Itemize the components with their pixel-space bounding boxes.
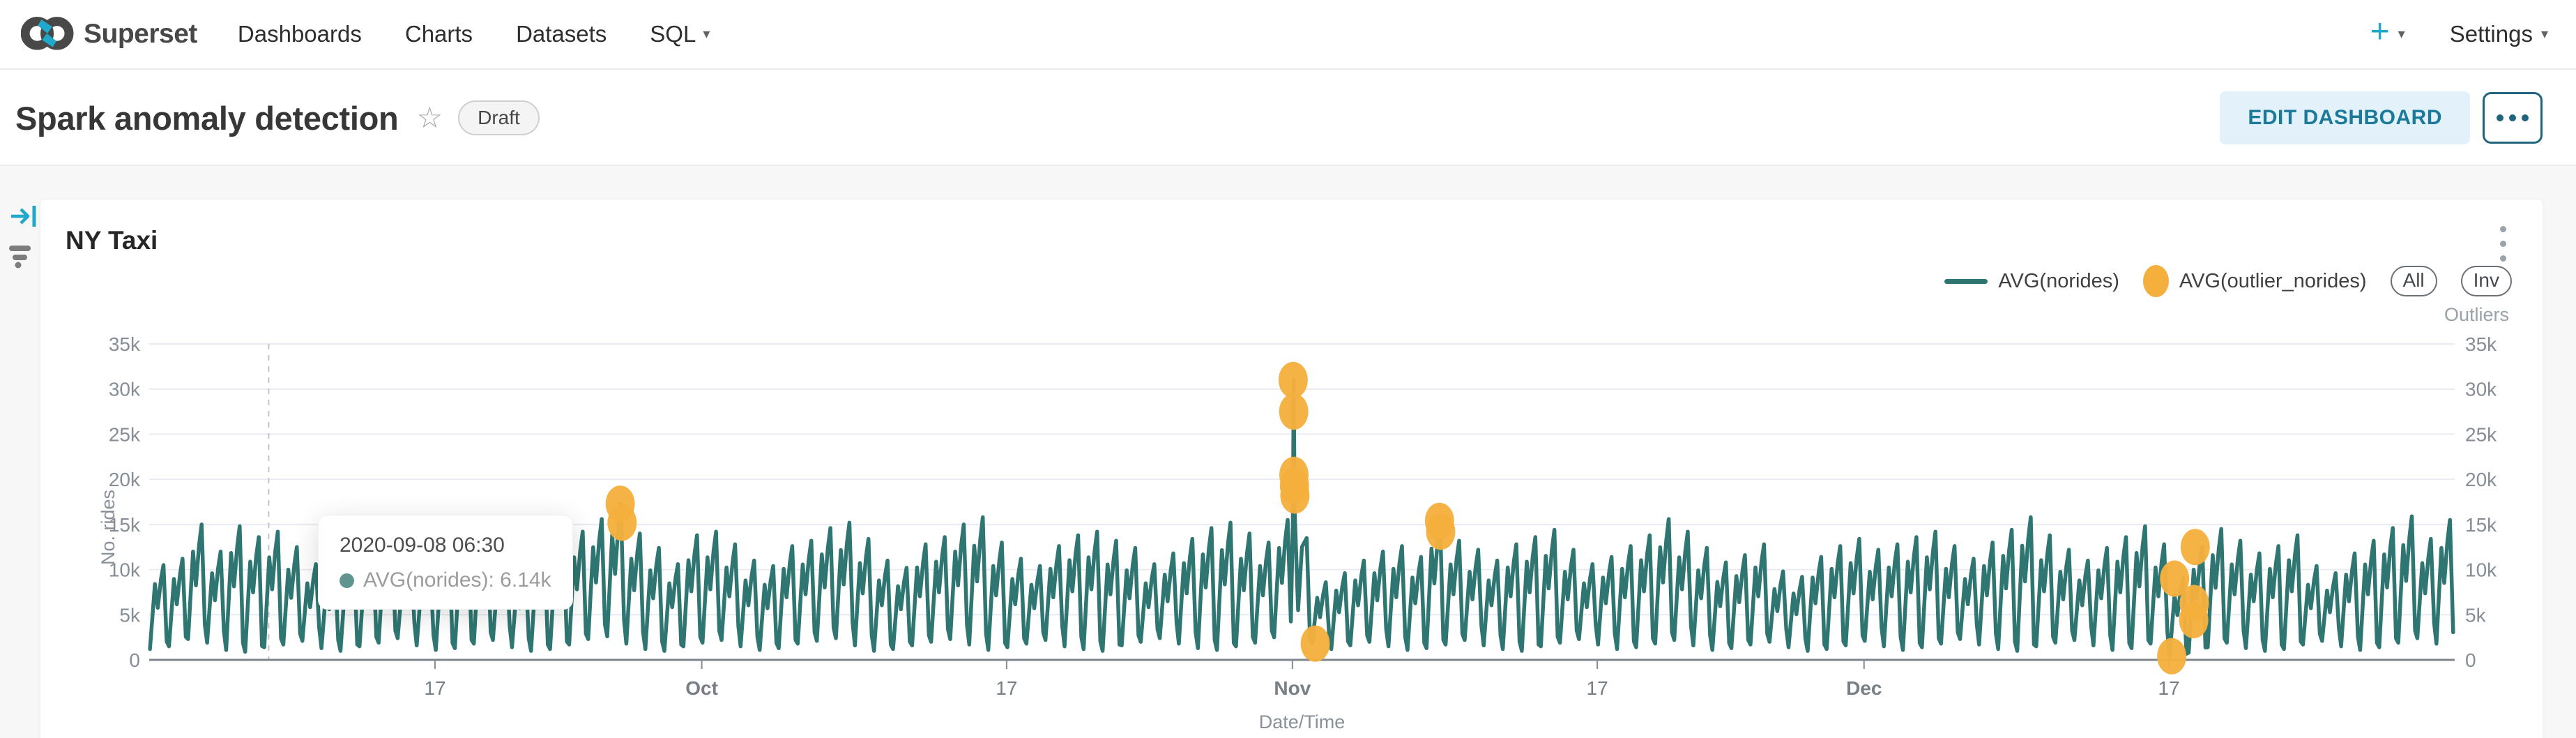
svg-text:15k: 15k	[109, 514, 141, 536]
nav-item-dashboards[interactable]: Dashboards	[237, 21, 362, 47]
svg-text:10k: 10k	[2465, 559, 2497, 581]
svg-text:Nov: Nov	[1274, 677, 1311, 699]
chart-card: NY Taxi AVG(norides) AVG(outlier_norides…	[40, 199, 2543, 738]
legend-item-norides[interactable]: AVG(norides)	[1944, 270, 2119, 293]
expand-filter-bar-icon[interactable]	[8, 201, 39, 235]
plus-icon: +	[2370, 13, 2390, 50]
svg-text:5k: 5k	[119, 604, 141, 626]
superset-logo[interactable]: Superset	[20, 11, 197, 58]
svg-text:Oct: Oct	[685, 677, 718, 699]
svg-text:Date/Time: Date/Time	[1259, 711, 1346, 732]
svg-text:17: 17	[1587, 677, 1608, 699]
svg-text:25k: 25k	[2465, 423, 2497, 445]
nav-item-charts[interactable]: Charts	[404, 21, 473, 47]
tooltip-timestamp: 2020-09-08 06:30	[340, 534, 505, 557]
legend-item-outlier-norides[interactable]: AVG(outlier_norides)	[2142, 265, 2367, 297]
header-actions: EDIT DASHBOARD	[2220, 91, 2543, 144]
filter-icon[interactable]	[7, 243, 35, 273]
svg-text:17: 17	[424, 677, 445, 699]
svg-text:5k: 5k	[2465, 604, 2487, 626]
settings-label: Settings	[2449, 21, 2533, 47]
svg-text:25k: 25k	[109, 423, 141, 445]
new-item-button[interactable]: + ▾	[2370, 13, 2405, 51]
superset-infinity-icon	[20, 11, 74, 58]
chevron-down-icon: ▾	[2540, 26, 2548, 42]
legend-inv-button[interactable]: Inv	[2460, 266, 2512, 296]
chart-tooltip: 2020-09-08 06:30 AVG(norides): 6.14k	[318, 515, 573, 610]
chart-title: NY Taxi	[66, 226, 158, 255]
svg-text:20k: 20k	[109, 469, 141, 490]
top-nav: Superset Dashboards Charts Datasets SQL …	[0, 0, 2576, 70]
svg-text:35k: 35k	[109, 333, 141, 355]
svg-text:35k: 35k	[2465, 333, 2497, 355]
outliers-label: Outliers	[2444, 304, 2509, 325]
nav-item-datasets[interactable]: Datasets	[516, 21, 607, 47]
series-dot-icon	[340, 573, 354, 588]
svg-text:Dec: Dec	[1846, 677, 1882, 699]
tooltip-series-line: AVG(norides): 6.14k	[340, 568, 551, 592]
svg-text:30k: 30k	[2465, 379, 2497, 400]
ellipsis-icon	[2522, 114, 2529, 121]
draft-badge: Draft	[458, 100, 540, 135]
chart-options-kebab-icon[interactable]	[2496, 222, 2510, 266]
chevron-down-icon: ▾	[703, 26, 710, 42]
edit-dashboard-button[interactable]: EDIT DASHBOARD	[2220, 91, 2470, 144]
dot-swatch-icon	[2142, 265, 2169, 297]
svg-text:10k: 10k	[109, 559, 141, 581]
brand-name: Superset	[84, 19, 197, 49]
chevron-down-icon: ▾	[2398, 26, 2405, 42]
svg-text:30k: 30k	[109, 379, 141, 400]
favorite-star-icon[interactable]: ☆	[416, 101, 443, 134]
nav-right: + ▾ Settings ▾	[2370, 13, 2555, 51]
svg-text:20k: 20k	[2465, 469, 2497, 490]
svg-text:0: 0	[2465, 649, 2476, 671]
svg-text:No. rides: No. rides	[98, 490, 119, 565]
page-title: Spark anomaly detection	[15, 99, 399, 137]
nav-links: Dashboards Charts Datasets SQL ▾	[238, 21, 710, 47]
legend-label: AVG(outlier_norides)	[2179, 269, 2367, 292]
more-options-button[interactable]	[2483, 92, 2543, 144]
chart-legend: AVG(norides) AVG(outlier_norides) All In…	[1944, 265, 2512, 297]
tooltip-value: AVG(norides): 6.14k	[363, 568, 551, 592]
svg-text:17: 17	[2158, 677, 2179, 699]
legend-label: AVG(norides)	[1998, 269, 2119, 292]
ellipsis-icon	[2497, 114, 2503, 121]
nav-item-sql-label: SQL	[650, 21, 696, 47]
dashboard-canvas: NY Taxi AVG(norides) AVG(outlier_norides…	[0, 166, 2576, 738]
legend-all-button[interactable]: All	[2390, 266, 2437, 296]
ellipsis-icon	[2509, 114, 2516, 121]
svg-text:15k: 15k	[2465, 514, 2497, 536]
nytaxi-timeseries-chart[interactable]: 0 0 5k 5k 10k 10k 15k 15k 20k 20k 25k 25k 30k 30k 35k 3…	[40, 199, 2544, 738]
svg-text:17: 17	[996, 677, 1017, 699]
line-swatch-icon	[1944, 278, 1988, 284]
dashboard-header: Spark anomaly detection ☆ Draft EDIT DAS…	[0, 71, 2576, 166]
settings-menu[interactable]: Settings ▾	[2450, 21, 2548, 47]
svg-text:0: 0	[129, 649, 140, 671]
nav-item-sql[interactable]: SQL ▾	[650, 21, 710, 47]
